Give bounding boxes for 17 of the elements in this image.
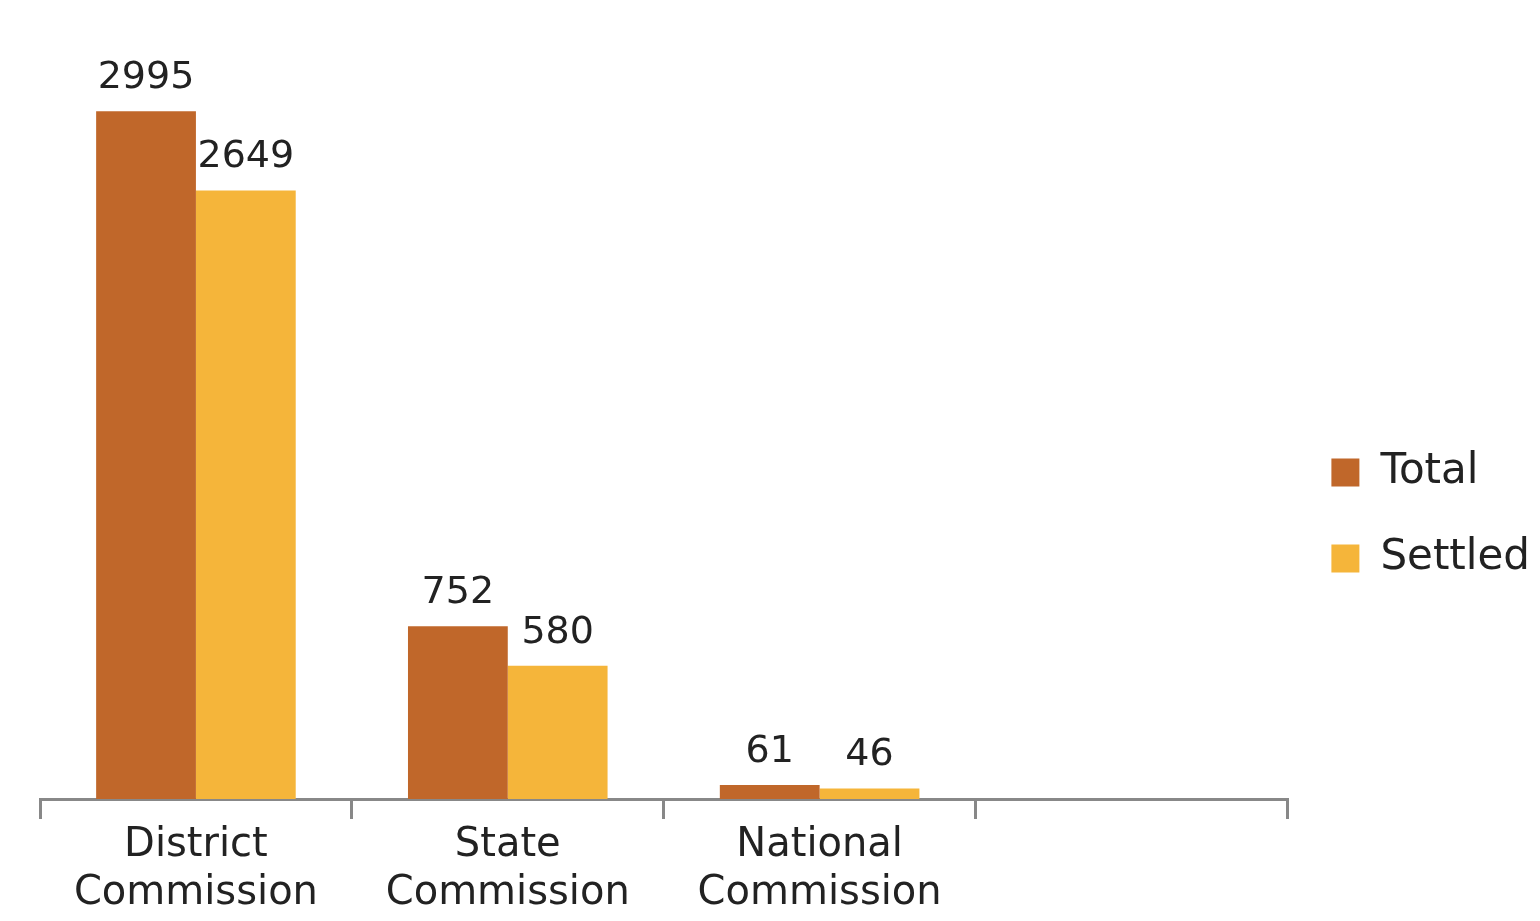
x-tick-label: National Commission bbox=[697, 819, 942, 914]
data-label: 46 bbox=[845, 730, 894, 775]
bar bbox=[195, 190, 296, 799]
x-tick-label: District Commission bbox=[73, 819, 318, 914]
data-label: 2995 bbox=[97, 53, 195, 98]
bar bbox=[407, 626, 508, 799]
bar bbox=[96, 111, 196, 799]
x-tick-label: State Commission bbox=[385, 819, 630, 914]
bar bbox=[719, 784, 820, 799]
data-label: 2649 bbox=[197, 132, 295, 177]
bar bbox=[507, 665, 608, 799]
data-label: 752 bbox=[421, 568, 495, 613]
bar bbox=[819, 788, 920, 799]
legend-label: Total bbox=[1379, 444, 1479, 494]
data-label: 61 bbox=[745, 726, 794, 771]
legend-label: Settled bbox=[1380, 530, 1530, 580]
data-label: 580 bbox=[521, 607, 594, 652]
